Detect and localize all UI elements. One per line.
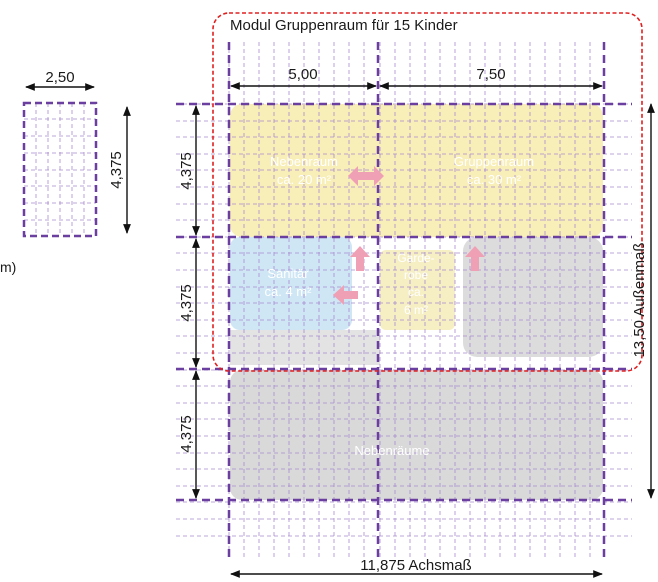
small-module: 2,50 4,375 bbox=[22, 69, 131, 238]
dim-top-1: 5,00 bbox=[288, 66, 317, 83]
room-name-garderobe-1: Garde- bbox=[397, 251, 434, 265]
room-area-nebenraum: ca. 20 m² bbox=[277, 172, 332, 187]
upper-grey-zone bbox=[463, 237, 603, 357]
room-fills bbox=[230, 104, 603, 500]
room-name-garderobe-2: robe bbox=[404, 268, 428, 282]
room-area-sanitaer: ca. 4 m² bbox=[265, 284, 313, 299]
room-name-sanitaer: Sanitär bbox=[267, 266, 309, 281]
corridor-zone bbox=[230, 330, 380, 365]
partial-text: m) bbox=[0, 259, 16, 275]
arrow-up-icon-1 bbox=[350, 246, 370, 271]
module-lines bbox=[176, 42, 632, 560]
outer-dim-label: 13,50 Außenmaß bbox=[631, 242, 648, 357]
dim-top-2: 7,50 bbox=[476, 66, 505, 83]
module-title: Modul Gruppenraum für 15 Kinder bbox=[230, 17, 458, 34]
small-width-label: 2,50 bbox=[45, 69, 74, 86]
group-module-outline bbox=[212, 12, 643, 372]
room-name-nebenraum: Nebenraum bbox=[270, 154, 338, 169]
small-module-grid bbox=[24, 103, 96, 236]
room-area-garderobe-2: 6 m² bbox=[404, 303, 428, 317]
axis-dim-label: 11,875 Achsmaß bbox=[360, 557, 471, 574]
room-area-garderobe-1: ca. bbox=[408, 285, 424, 299]
top-dimensions: 5,00 7,50 bbox=[230, 66, 603, 90]
left-dimensions: 4,375 4,375 4,375 bbox=[178, 105, 200, 499]
secondary-rooms-zone bbox=[230, 370, 603, 500]
double-arrow-icon bbox=[348, 166, 384, 186]
sanitary-zone bbox=[230, 237, 352, 330]
room-name-nebenraeume: Nebenräume bbox=[354, 443, 429, 458]
room-labels: Nebenraum ca. 20 m² Gruppenraum ca. 30 m… bbox=[265, 154, 535, 458]
circulation-arrows bbox=[333, 166, 485, 305]
arrow-left-icon bbox=[333, 285, 358, 305]
room-area-gruppenraum: ca. 30 m² bbox=[467, 172, 522, 187]
dim-left-1: 4,375 bbox=[178, 152, 195, 190]
group-room-zone bbox=[230, 104, 603, 237]
arrow-up-icon-2 bbox=[465, 246, 485, 271]
small-height-label: 4,375 bbox=[108, 151, 125, 189]
dim-left-3: 4,375 bbox=[178, 415, 195, 453]
dim-left-2: 4,375 bbox=[178, 284, 195, 322]
small-module-outline bbox=[22, 101, 98, 238]
room-name-gruppenraum: Gruppenraum bbox=[454, 154, 534, 169]
